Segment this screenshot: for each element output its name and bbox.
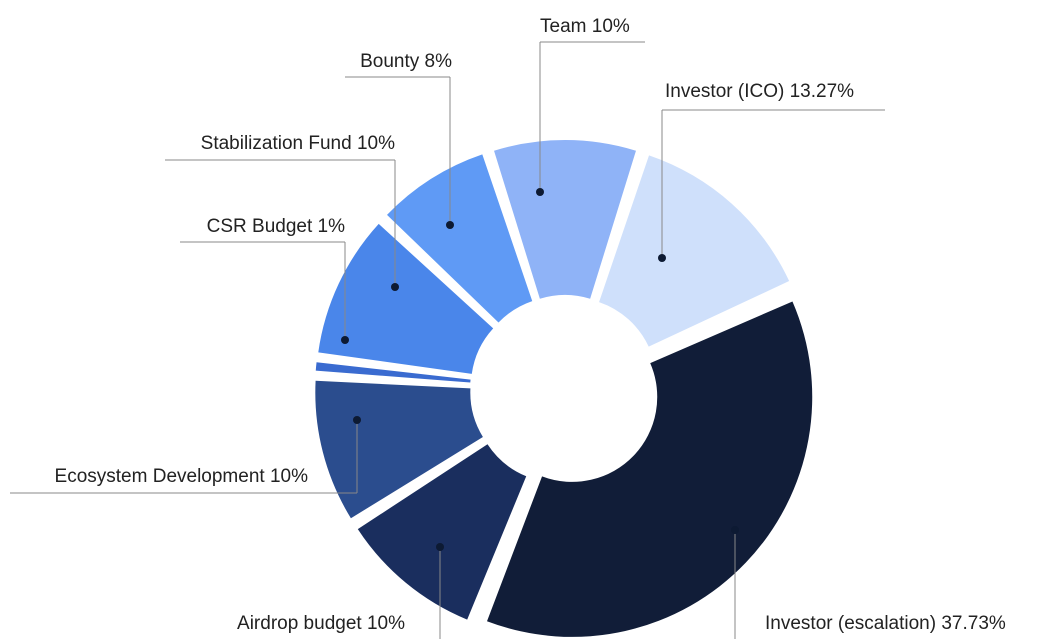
category-name: Bounty	[360, 51, 420, 72]
leader-line	[661, 109, 885, 258]
category-name: Airdrop budget	[237, 613, 362, 634]
leader-dot	[536, 188, 544, 196]
segment-label: Bounty 8%	[360, 51, 452, 72]
category-name: CSR Budget	[207, 216, 313, 237]
segment-label: CSR Budget 1%	[207, 216, 345, 237]
segment-label: Team 10%	[540, 16, 630, 37]
leader-dot	[446, 221, 454, 229]
segment-label: Stabilization Fund 10%	[201, 133, 395, 154]
category-name: Team	[540, 16, 586, 37]
leader-line	[10, 420, 358, 494]
category-name: Investor (escalation)	[765, 613, 936, 634]
leader-dot	[731, 526, 739, 534]
segment-label: Investor (escalation) 37.73%	[765, 613, 1006, 634]
donut-segment	[494, 140, 636, 299]
leader-dot	[341, 336, 349, 344]
value-label: 1%	[318, 216, 346, 237]
donut-segment	[599, 155, 790, 347]
segment-label: Ecosystem Development 10%	[55, 466, 309, 487]
category-name: Stabilization Fund	[201, 133, 352, 154]
donut-segment	[357, 444, 527, 620]
leader-dot	[391, 283, 399, 291]
value-label: 10%	[592, 16, 630, 37]
value-label: 10%	[357, 133, 395, 154]
donut-segment	[318, 223, 494, 374]
value-label: 10%	[270, 466, 308, 487]
segment-label: Airdrop budget 10%	[237, 613, 405, 634]
segment-label: Investor (ICO) 13.27%	[665, 81, 854, 102]
value-label: 8%	[425, 51, 453, 72]
value-label: 37.73%	[941, 613, 1006, 634]
leader-line	[165, 159, 396, 287]
category-name: Ecosystem Development	[55, 466, 266, 487]
value-label: 13.27%	[790, 81, 855, 102]
donut-segment	[315, 362, 471, 383]
leader-dot	[436, 543, 444, 551]
donut-segment	[387, 154, 533, 323]
leader-dot	[353, 416, 361, 424]
leader-dot	[658, 254, 666, 262]
category-name: Investor (ICO)	[665, 81, 784, 102]
leader-line	[539, 41, 645, 192]
leader-line	[180, 241, 346, 340]
value-label: 10%	[367, 613, 405, 634]
donut-segment	[487, 301, 813, 637]
leader-line	[345, 76, 451, 225]
